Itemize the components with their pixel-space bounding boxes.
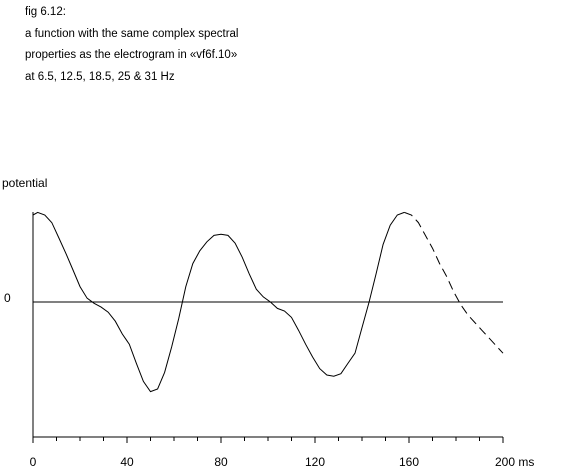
x-tick-label: 0: [30, 455, 37, 469]
series-group: [32, 211, 504, 393]
caption-line-3: properties as the electrogram in «vf6f.1…: [25, 49, 238, 61]
x-tick-label: 160: [399, 455, 419, 469]
x-tick-labels: 0 40 80 120 160 200 ms: [30, 455, 535, 469]
x-ticks: [32, 437, 504, 443]
zero-label: 0: [4, 291, 11, 305]
caption-line-4: at 6.5, 12.5, 18.5, 25 & 31 Hz: [25, 70, 175, 83]
series-line-dashed: [404, 211, 504, 354]
figure-caption: fig 6.12: a function with the same compl…: [25, 2, 239, 88]
x-tick-label: 120: [305, 455, 325, 469]
x-tick-label: 80: [214, 455, 228, 469]
x-tick-label: 40: [120, 455, 134, 469]
caption-line-1: fig 6.12:: [25, 6, 66, 18]
series-line-solid: [32, 211, 405, 393]
y-axis-label: potential: [2, 176, 47, 190]
caption-line-2: a function with the same complex spectra…: [25, 27, 239, 40]
x-tick-label: 200 ms: [495, 455, 534, 469]
